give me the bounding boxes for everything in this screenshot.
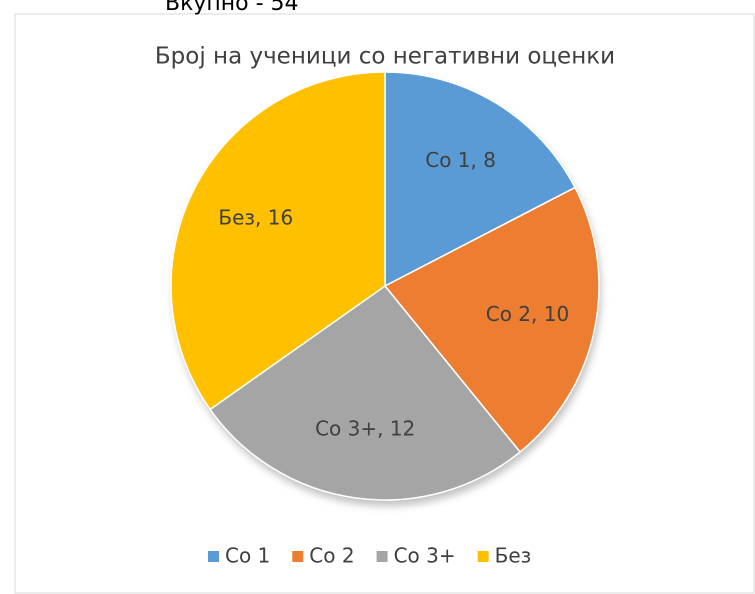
pie-slice xyxy=(384,71,577,288)
data-label: Со 3+, 12 xyxy=(315,417,415,441)
legend-swatch xyxy=(376,551,388,562)
legend-label: Без xyxy=(495,544,532,568)
legend: Со 1 Со 2 Со 3+ Без xyxy=(208,544,531,568)
legend-swatch xyxy=(208,551,219,562)
pie-slice xyxy=(209,284,522,501)
pie-slice xyxy=(170,71,386,411)
data-label: Со 1, 8 xyxy=(425,148,496,172)
chart-title: Број на ученици со негативни оценки xyxy=(155,44,615,70)
data-label: Без, 16 xyxy=(218,206,293,230)
data-label: Со 2, 10 xyxy=(486,302,569,326)
note: Вкупно - 54 xyxy=(165,0,299,16)
legend-label: Со 3+ xyxy=(394,544,456,568)
legend-label: Со 1 xyxy=(225,544,270,568)
legend-label: Со 2 xyxy=(309,544,354,568)
legend-swatch xyxy=(477,551,489,562)
pie: Со 1, 8 Со 2, 10 Со 3+, 12 Без, 16 xyxy=(170,71,600,501)
pie-slice xyxy=(383,186,600,454)
legend-swatch xyxy=(292,551,304,562)
